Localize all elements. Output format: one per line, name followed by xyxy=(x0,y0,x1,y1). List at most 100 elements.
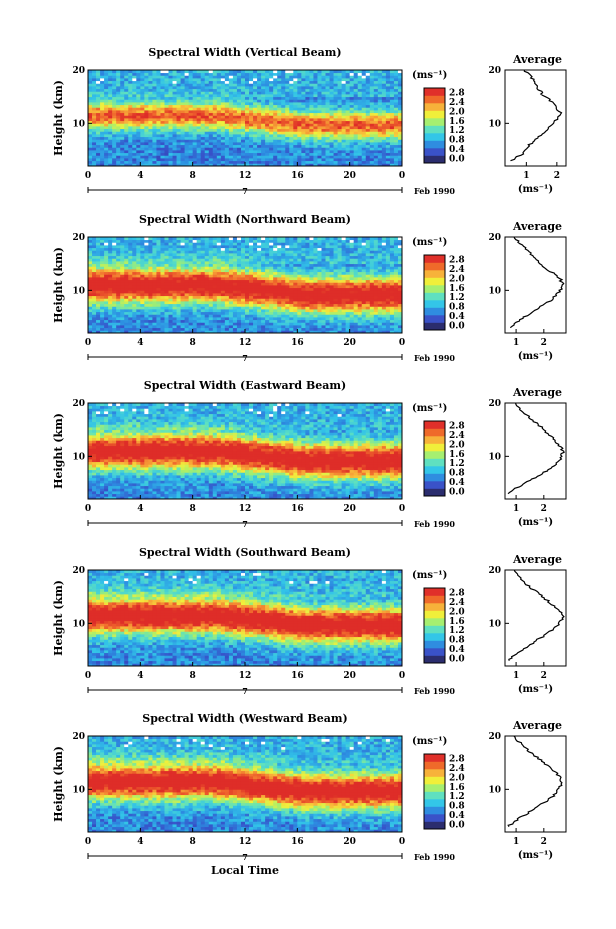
heatmap-cell xyxy=(152,293,157,297)
heatmap-cell xyxy=(124,150,129,154)
heatmap-cell xyxy=(313,91,318,95)
heatmap-cell xyxy=(120,311,125,315)
heatmap-cell xyxy=(112,327,117,331)
heatmap-cell xyxy=(160,245,165,249)
heatmap-cell xyxy=(192,128,198,132)
heatmap-cell xyxy=(148,155,153,159)
heatmap-cell xyxy=(301,250,306,254)
heatmap-cell xyxy=(164,253,169,257)
heatmap-cell xyxy=(196,136,202,140)
heatmap-cell xyxy=(156,91,161,95)
heatmap-cell xyxy=(212,287,218,291)
heatmap-cell xyxy=(333,120,338,124)
heatmap-cell xyxy=(321,258,326,262)
heatmap-cell xyxy=(188,136,194,140)
heatmap-cell xyxy=(333,150,338,154)
heatmap-cell xyxy=(321,144,326,148)
heatmap-cell xyxy=(245,88,250,92)
heatmap-cell xyxy=(224,295,230,299)
heatmap-cell xyxy=(192,126,198,130)
heatmap-cell xyxy=(285,96,290,100)
heatmap-cell xyxy=(285,279,290,283)
heatmap-cell xyxy=(208,160,214,164)
heatmap-cell xyxy=(345,128,351,132)
heatmap-cell xyxy=(128,325,133,329)
heatmap-cell xyxy=(285,126,290,130)
heatmap-cell xyxy=(160,303,165,307)
heatmap-cell xyxy=(293,311,298,315)
heatmap-cell xyxy=(180,245,186,249)
heatmap-cell xyxy=(200,134,206,138)
heatmap-cell xyxy=(293,94,298,98)
heatmap-cell xyxy=(108,314,113,318)
heatmap-cell xyxy=(160,247,165,251)
heatmap-cell xyxy=(100,134,105,138)
heatmap-cell xyxy=(228,319,234,323)
heatmap-cell xyxy=(112,255,117,259)
heatmap-cell xyxy=(277,274,282,278)
heatmap-cell xyxy=(285,158,290,162)
heatmap-cell xyxy=(281,271,286,275)
heatmap-cell xyxy=(240,239,246,243)
heatmap-cell xyxy=(92,142,97,146)
heatmap-cell xyxy=(216,271,222,275)
heatmap-cell xyxy=(321,306,326,310)
heatmap-cell xyxy=(313,290,318,294)
heatmap-cell xyxy=(289,139,294,143)
heatmap-cell xyxy=(224,319,230,323)
heatmap-cell xyxy=(124,70,129,74)
heatmap-cell xyxy=(164,88,169,92)
heatmap-cell xyxy=(100,266,105,270)
heatmap-cell xyxy=(365,128,371,132)
heatmap-cell xyxy=(365,75,371,79)
heatmap-cell xyxy=(144,330,149,334)
heatmap-cell xyxy=(257,136,262,140)
heatmap-cell xyxy=(365,83,371,87)
heatmap-cell xyxy=(369,152,375,156)
heatmap-cell xyxy=(313,115,318,119)
heatmap-cell xyxy=(96,150,101,154)
heatmap-cell xyxy=(196,94,202,98)
heatmap-cell xyxy=(393,136,399,140)
heatmap-cell xyxy=(88,261,93,265)
heatmap-cell xyxy=(357,72,363,76)
heatmap-cell xyxy=(164,330,169,334)
heatmap-cell xyxy=(269,142,274,146)
heatmap-cell xyxy=(120,287,125,291)
heatmap-cell xyxy=(88,301,93,305)
heatmap-cell xyxy=(353,120,359,124)
heatmap-cell xyxy=(168,136,173,140)
heatmap-cell xyxy=(132,88,137,92)
heatmap-cell xyxy=(100,160,105,164)
heatmap-cell xyxy=(128,237,133,241)
heatmap-cell xyxy=(120,285,125,289)
heatmap-cell xyxy=(196,88,202,92)
heatmap-cell xyxy=(116,314,121,318)
heatmap-cell xyxy=(329,131,334,135)
heatmap-cell xyxy=(281,152,286,156)
heatmap-cell xyxy=(212,311,218,315)
heatmap-cell xyxy=(397,142,403,146)
heatmap-cell xyxy=(152,99,157,103)
heatmap-cell xyxy=(200,102,206,106)
heatmap-cell xyxy=(196,102,202,106)
heatmap-cell xyxy=(321,245,326,249)
heatmap-cell xyxy=(257,107,262,111)
heatmap-cell xyxy=(277,120,282,124)
heatmap-cell xyxy=(152,88,157,92)
heatmap-cell xyxy=(140,160,145,164)
heatmap-cell xyxy=(377,155,383,159)
heatmap-cell xyxy=(257,72,262,76)
heatmap-cell xyxy=(140,319,145,323)
heatmap-cell xyxy=(289,86,294,90)
heatmap-cell xyxy=(313,303,318,307)
heatmap-cell xyxy=(208,253,214,257)
heatmap-cell xyxy=(269,269,274,273)
x-tick-label: 0 xyxy=(85,171,91,181)
heatmap-cell xyxy=(321,295,326,299)
heatmap-cell xyxy=(220,247,226,251)
heatmap-cell xyxy=(373,126,379,130)
heatmap-cell xyxy=(124,263,129,267)
heatmap-cell xyxy=(228,147,234,151)
heatmap-cell xyxy=(136,245,141,249)
